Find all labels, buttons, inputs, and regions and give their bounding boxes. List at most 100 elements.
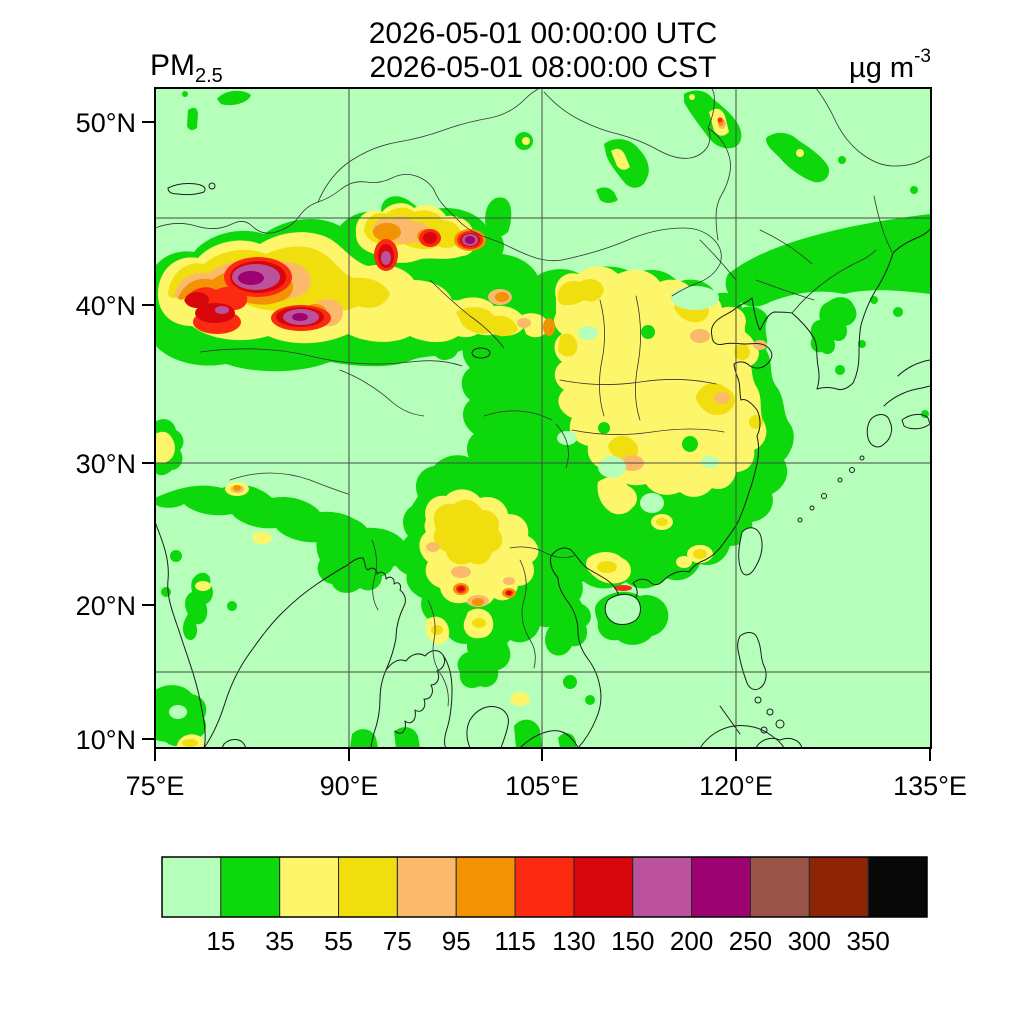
contour-fill-region (656, 518, 668, 526)
colorbar-cell (455, 856, 516, 918)
coastline-path (883, 385, 931, 407)
y-axis-label: 40°N (76, 291, 136, 321)
contour-fill-region (611, 148, 630, 170)
contour-fill-region (693, 549, 707, 559)
figure-header: 2026-05-01 00:00:00 UTC 2026-05-01 08:00… (150, 17, 931, 87)
colorbar-tick-label: 200 (670, 926, 713, 956)
contour-fill-region (838, 156, 846, 164)
contour-fill-region (182, 91, 188, 97)
contour-fill-region (558, 733, 576, 748)
coastline-path (471, 347, 491, 359)
colorbar-cell (279, 856, 340, 918)
colorbar-legend: 15 35 55 75 95 115 130 150 200 250 300 350 (161, 856, 928, 956)
contour-fill-region (495, 292, 509, 302)
coastline-path (167, 183, 206, 196)
contour-fill-region (433, 499, 503, 565)
inland-border-path (561, 227, 722, 297)
contour-fill-region (810, 297, 857, 355)
title-cst: 2026-05-01 08:00:00 CST (370, 51, 717, 84)
island-shape (737, 632, 767, 691)
inland-border-path (635, 295, 641, 421)
coastline-path (791, 228, 931, 390)
colorbar-tick-label: 300 (788, 926, 831, 956)
map-panel: 75°E 90°E 105°E 120°E 135°E 50°N 40°N 30°N 20°N 1… (76, 87, 967, 801)
coastline-path (719, 705, 741, 735)
colorbar-tick-label: 130 (552, 926, 595, 956)
inland-border-path (371, 539, 379, 611)
y-axis-label: 20°N (76, 591, 136, 621)
island-shape (738, 527, 763, 576)
contour-fill-region (350, 729, 378, 748)
inland-border-path (483, 410, 569, 469)
contour-fill-region (161, 587, 171, 597)
contour-fill-region (640, 493, 664, 513)
contour-fill-region (514, 719, 542, 748)
coastline-path (699, 725, 785, 748)
contour-fill-region (796, 149, 804, 157)
contour-fill-region (506, 591, 512, 595)
contour-fill-region (578, 326, 598, 340)
colorbar-tick-label: 115 (494, 926, 535, 956)
x-axis-label: 105°E (505, 771, 579, 801)
inland-border-path (317, 88, 541, 203)
contour-fill-region (472, 598, 484, 606)
inland-border-path (519, 559, 536, 669)
coastline-path (155, 521, 206, 748)
contour-fill-region (597, 561, 617, 573)
colorbar-cell (338, 856, 398, 918)
contour-fill-region (671, 286, 719, 310)
colorbar-tick-label: 55 (324, 926, 353, 956)
units-label: µg m-3 (849, 46, 931, 84)
coastline-path (711, 297, 793, 369)
contour-fill-region (292, 313, 308, 321)
axis-ticks-and-labels: 75°E 90°E 105°E 120°E 135°E 50°N 40°N 30°N 20°N 1… (76, 108, 967, 801)
contour-fill-region (423, 232, 437, 244)
contour-fill-region (598, 456, 626, 478)
contour-fill-region (503, 577, 515, 585)
contour-fill-region (394, 727, 420, 748)
contour-fill-region (734, 344, 750, 360)
coastline-path (809, 505, 815, 511)
x-axis-label: 120°E (699, 771, 773, 801)
y-axis-label: 30°N (76, 449, 136, 479)
contour-fill-region (558, 333, 578, 357)
coastline-path (519, 730, 579, 748)
coastline-path (775, 719, 785, 729)
colorbar-tick-label: 150 (611, 926, 654, 956)
contour-fill-region (870, 296, 878, 304)
contour-fill-region (316, 516, 395, 593)
contour-fill-region (910, 186, 918, 194)
inland-border-path (155, 174, 563, 262)
contour-fill-region (227, 601, 237, 611)
coastlines-and-borders (155, 88, 931, 748)
coastline-path (797, 517, 803, 523)
coastline-path (897, 359, 931, 377)
contour-fill-region (701, 456, 719, 468)
contour-fill-region (714, 392, 730, 404)
coastline-path (760, 726, 768, 734)
contour-fill-region (557, 279, 604, 306)
map-gridlines (155, 88, 931, 748)
coastline-path (754, 696, 762, 704)
contour-fill-region (608, 435, 638, 462)
inland-border-path (815, 88, 931, 167)
contour-fill-region (169, 705, 187, 719)
contour-fill-region (215, 306, 229, 314)
contour-fill-region (185, 292, 209, 308)
coastline-path (866, 414, 893, 448)
coastline-path (766, 708, 774, 716)
contour-fill-region (155, 431, 175, 464)
colorbar-cell (808, 856, 869, 918)
contour-fill-region (749, 415, 763, 429)
contour-fill-region (381, 251, 391, 265)
contour-fill-region (682, 436, 698, 452)
contour-fill-region (510, 692, 530, 706)
inland-border-path (339, 369, 425, 417)
contour-fill-region (893, 307, 903, 317)
colorbar-tick-label: 15 (206, 926, 235, 956)
contour-fill-region (252, 532, 272, 544)
inland-border-path (229, 472, 349, 495)
contour-fill-region (472, 618, 486, 628)
inland-border-path (571, 428, 725, 435)
